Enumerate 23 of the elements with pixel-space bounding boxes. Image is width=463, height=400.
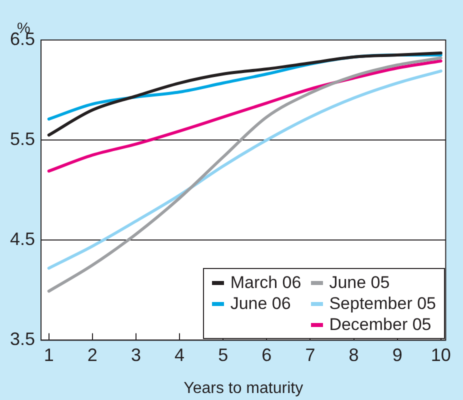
legend-label: December 05	[329, 314, 432, 335]
x-tick-label: 7	[305, 344, 316, 365]
legend-label: June 05	[329, 272, 390, 293]
y-tick-label: 3.5	[10, 329, 36, 350]
legend-label: June 06	[230, 293, 291, 314]
y-tick-label: 5.5	[10, 129, 36, 150]
line-series	[47, 52, 442, 137]
x-tick-label: 1	[44, 344, 54, 365]
x-tick-label: 3	[130, 344, 141, 365]
x-tick-label: 6	[262, 344, 272, 365]
x-tick-label: 10	[430, 344, 451, 365]
line-series	[47, 56, 442, 293]
x-tick-label: 2	[87, 344, 98, 365]
x-tick-label: 8	[348, 344, 359, 365]
y-tick-label: 4.5	[10, 229, 36, 250]
legend-label: March 06	[230, 272, 302, 293]
line-series	[47, 60, 442, 173]
x-tick-label: 9	[392, 344, 402, 365]
line-series	[47, 70, 442, 270]
legend-label: September 05	[329, 293, 436, 314]
x-axis-title: Years to maturity	[184, 380, 304, 397]
x-tick-label: 5	[218, 344, 228, 365]
x-tick-label: 4	[174, 344, 185, 365]
